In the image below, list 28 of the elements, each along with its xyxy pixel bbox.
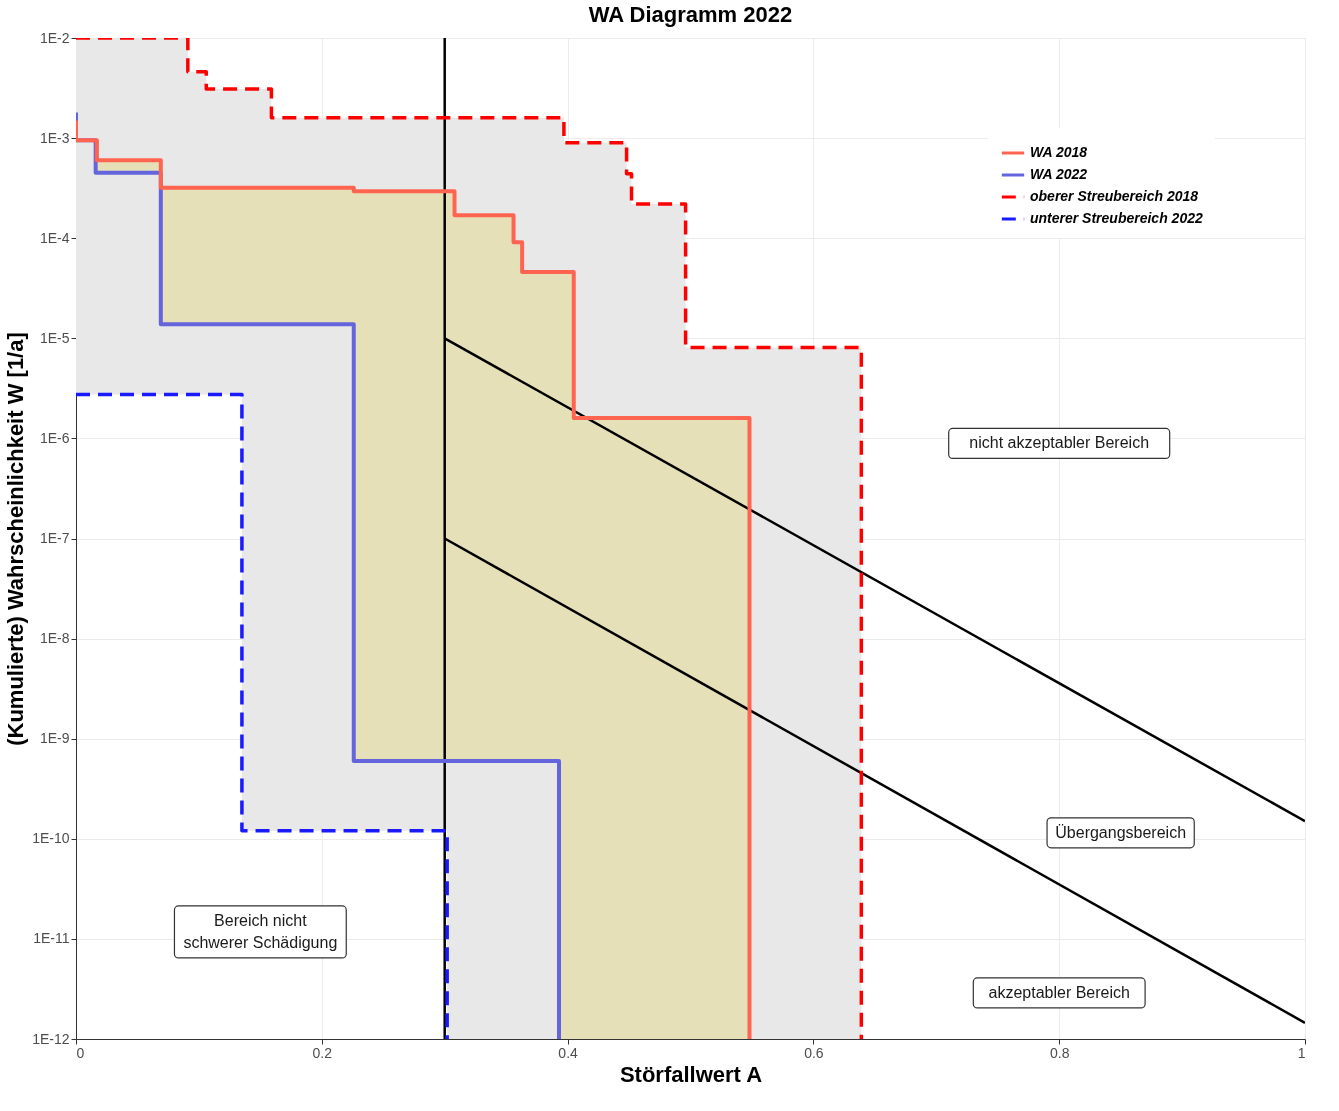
y-tick-label: 1E-3 [39,129,70,146]
legend-label: oberer Streubereich 2018 [1030,188,1199,204]
y-tick-label: 1E-2 [39,29,70,46]
y-tick-label: 1E-11 [33,930,70,947]
x-tick-label: 0.8 [1049,1044,1070,1061]
annotation: akzeptabler Bereich [988,983,1130,1001]
x-tick-label: 0.2 [312,1044,333,1061]
x-tick-label: 0.6 [804,1044,824,1061]
x-axis-title: Störfallwert A [619,1061,763,1087]
y-axis-title: (Kumulierte) Wahrscheinlichkeit W [1/a] [3,332,29,746]
legend-label: WA 2018 [1030,144,1088,160]
y-tick-label: 1E-5 [39,329,70,346]
x-tick-label: 1 [1297,1044,1306,1061]
y-tick-label: 1E-4 [39,229,70,246]
x-tick-label: 0.4 [558,1044,579,1061]
y-tick-label: 1E-8 [39,630,70,647]
legend-label: WA 2022 [1030,166,1088,182]
legend-label: unterer Streubereich 2022 [1030,210,1203,226]
chart-title: WA Diagramm 2022 [588,2,793,27]
x-tick-label: 0 [76,1044,85,1061]
annotation: nicht akzeptabler Bereich [969,434,1150,452]
y-tick-label: 1E-6 [39,429,70,446]
y-tick-label: 1E-7 [39,530,70,546]
y-tick-label: 1E-10 [32,830,70,847]
y-tick-label: 1E-12 [32,1030,70,1047]
y-tick-label: 1E-9 [39,730,70,747]
annotation: Bereich nicht schwerer Schädigung [183,911,338,951]
annotation: Übergangsbereich [1055,823,1187,841]
